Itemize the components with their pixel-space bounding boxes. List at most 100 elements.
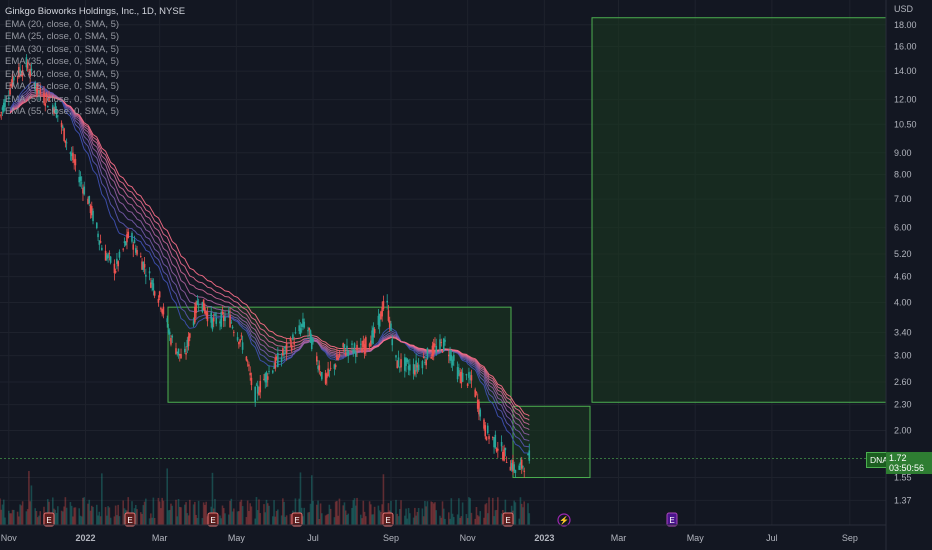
candle-body [381,306,383,317]
candle-body [513,464,515,471]
candle-body [459,373,461,377]
candle-body [475,391,478,394]
candle-body [292,334,294,340]
volume-bar [167,510,170,525]
volume-bar [416,511,419,525]
volume-bar [440,517,443,525]
volume-bar [483,517,485,525]
candle-body [451,359,454,366]
candle-body [500,441,503,447]
candle-body [46,105,49,108]
candle-body [201,301,204,312]
volume-bar [229,500,231,525]
candle-body [21,69,24,77]
candle-body [118,251,121,258]
candle-body [387,310,390,321]
candle-body [134,248,137,253]
candle-body [136,249,138,255]
candle-body [528,450,531,461]
volume-bar [21,501,24,525]
volume-bar [527,503,529,525]
candle-body [176,351,179,354]
volume-bar [221,505,224,525]
candle-body [54,102,57,113]
price-tick-label: 2.00 [894,425,912,435]
volume-bar [88,499,91,525]
price-axis[interactable]: USD 18.00 16.00 14.00 12.00 10.50 9.00 8.00 7.00… [894,4,917,505]
candle-body [504,447,507,451]
volume-bar [78,508,80,525]
candle-body [497,448,499,451]
candle-body [43,92,45,104]
volume-bar [246,500,249,525]
candle-body [116,258,118,264]
candle-body [368,343,371,347]
volume-bar [272,516,274,525]
volume-bar [307,512,309,525]
candle-body [409,364,411,371]
candle-body [64,140,67,143]
candle-body [465,374,468,376]
volume-bar [474,518,476,525]
event-markers[interactable]: E E E E E E ⚡ E [43,512,678,527]
volume-bar [127,497,130,525]
volume-bar [266,503,269,525]
candle-body [342,343,344,348]
candle-body [488,436,490,440]
candle-body [382,301,385,310]
volume-bar [347,513,350,525]
volume-bar [310,475,313,525]
candle-body [259,380,262,393]
candle-body [131,233,133,242]
candle-body [228,311,230,314]
volume-bar [46,499,49,525]
candle-body [319,373,322,375]
candle-body [352,350,355,354]
volume-bar [409,513,411,525]
candle-body [495,448,498,452]
volume-bar [238,511,240,525]
volume-bar [90,505,93,525]
candle-body [361,347,363,353]
candle-body [1,107,4,111]
candle-body [425,359,427,366]
volume-bar [142,505,145,525]
volume-bar [160,508,162,525]
candle-body [509,466,512,471]
time-tick-label: Jul [307,533,319,543]
volume-bar [486,513,489,525]
candle-body [493,437,495,448]
volume-bar [282,498,284,525]
volume-bar [152,497,155,525]
candle-body [431,345,434,357]
candle-body [512,459,514,472]
candle-body [186,339,189,348]
volume-bar [289,514,292,525]
candle-body [527,453,529,456]
volume-bar [344,510,347,525]
volume-bar [382,474,385,525]
volume-bar [372,514,375,525]
candle-body [430,356,432,359]
candle-body [397,357,400,367]
volume-bar [265,499,268,525]
volume-bar [370,504,372,525]
candle-body [158,291,161,298]
annotation-boxes[interactable] [167,17,887,479]
volume-bar [380,511,382,525]
volume-bar [192,504,195,525]
candle-body [440,342,443,343]
candle-body [502,451,504,460]
price-tick-label: 2.60 [894,377,912,387]
candle-body [55,109,58,118]
volume-bar [196,517,199,525]
candle-body [303,321,306,328]
volume-bar [476,515,479,525]
candle-body [123,241,126,244]
candle-body [175,348,177,355]
time-axis[interactable]: Nov 2022 Mar May Jul Sep Nov 2023 Mar May Jul Sep [1,533,858,543]
candle-body [180,354,182,359]
candle-body [60,122,63,128]
volume-bar [70,505,73,525]
